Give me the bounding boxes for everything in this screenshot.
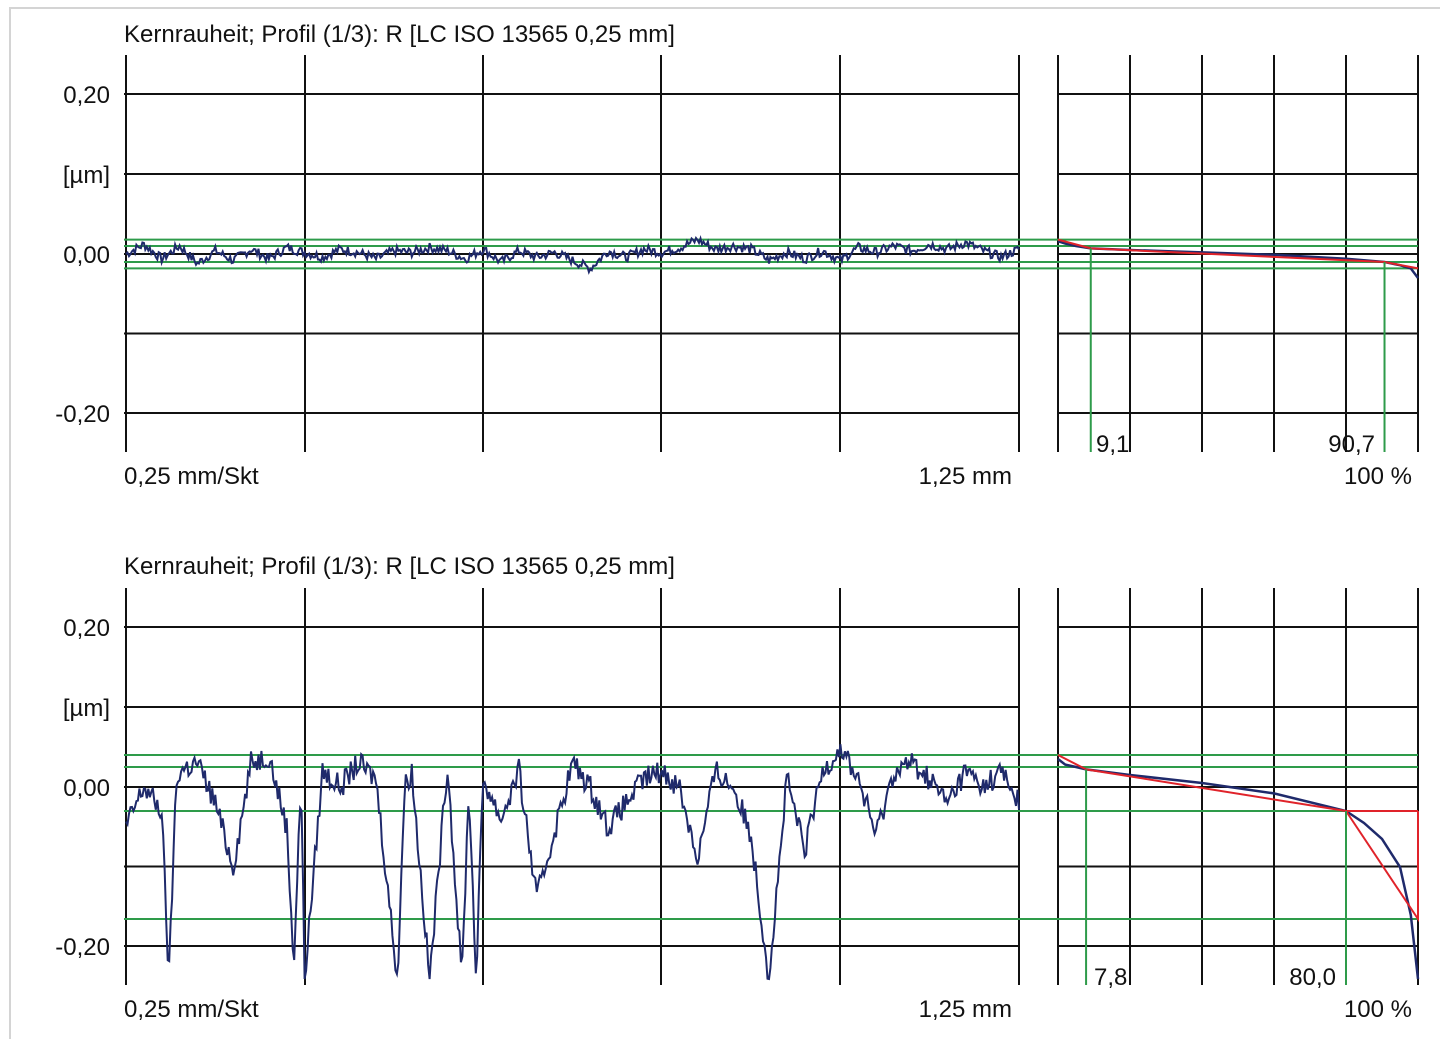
chart-marks xyxy=(124,55,1420,985)
chart-1-x-right-label: 1,25 mm xyxy=(919,463,1012,490)
chart-2-ytick-bottom: -0,20 xyxy=(55,934,110,961)
chart-1-y-unit: [µm] xyxy=(63,162,110,189)
chart-1-ytick-top: 0,20 xyxy=(63,82,110,109)
chart-2-bearing-fit-triangle xyxy=(1345,810,1419,923)
chart-1-x-left-label: 0,25 mm/Skt xyxy=(124,463,259,490)
chart-2-mr1-label: 7,8 xyxy=(1094,964,1127,991)
chart-1-ytick-zero: 0,00 xyxy=(63,242,110,269)
chart-1-mr1-label: 9,1 xyxy=(1096,431,1129,458)
chart-2-x-right-label: 1,25 mm xyxy=(919,996,1012,1023)
chart-2-ytick-top: 0,20 xyxy=(63,615,110,642)
chart-2-x-left-label: 0,25 mm/Skt xyxy=(124,996,259,1023)
chart-2-bearing-fit-line xyxy=(1057,754,1418,812)
chart-1-bearing-fit-line xyxy=(1057,238,1419,270)
chart-2-y-unit: [µm] xyxy=(63,695,110,722)
chart-2-profile-line xyxy=(125,744,1020,981)
chart-1-mr2-label: 90,7 xyxy=(1328,431,1375,458)
chart-1-percent-label: 100 % xyxy=(1344,463,1412,490)
chart-2-percent-label: 100 % xyxy=(1344,996,1412,1023)
chart-1-title: Kernrauheit; Profil (1/3): R [LC ISO 135… xyxy=(124,21,675,48)
chart-2-title: Kernrauheit; Profil (1/3): R [LC ISO 135… xyxy=(124,553,675,580)
chart-1-ytick-bottom: -0,20 xyxy=(55,401,110,428)
chart-1-profile-line xyxy=(125,235,1020,275)
chart-2-mr2-label: 80,0 xyxy=(1289,964,1336,991)
chart-2-ytick-zero: 0,00 xyxy=(63,775,110,802)
